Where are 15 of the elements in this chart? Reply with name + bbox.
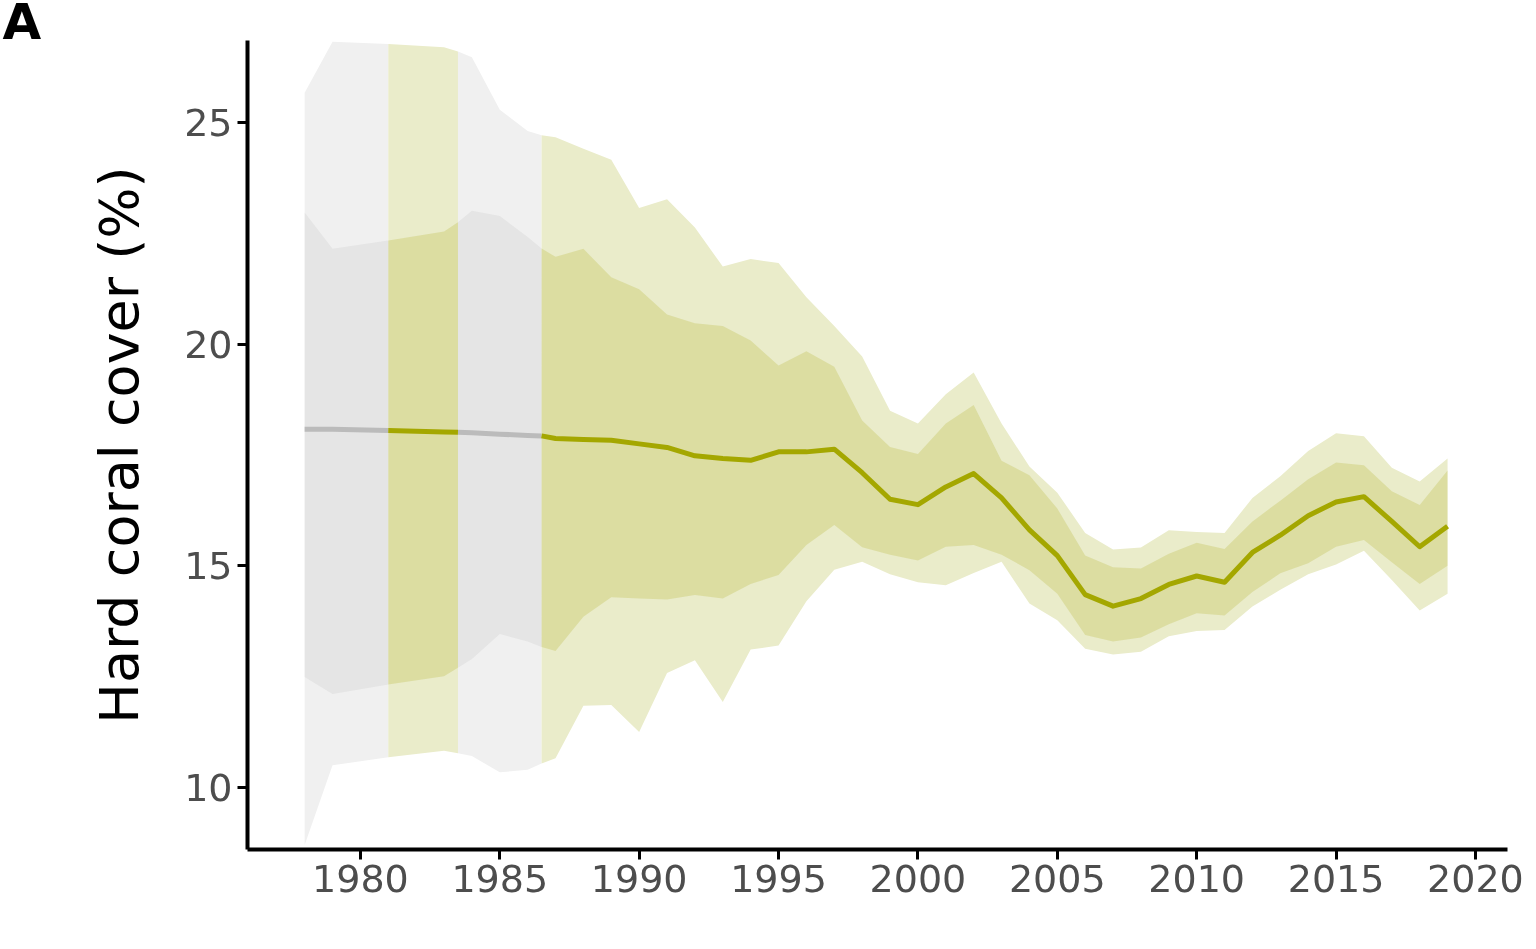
x-tick-label: 2010	[1148, 856, 1246, 901]
y-tick-label: 15	[184, 544, 233, 589]
x-tick-label: 1990	[590, 856, 688, 901]
y-axis-title: Hard coral cover (%)	[88, 166, 152, 724]
x-tick-label: 2005	[1008, 856, 1106, 901]
x-tick-label: 1980	[312, 856, 409, 901]
x-tick-label: 1995	[730, 856, 827, 901]
y-tick-label: 25	[184, 101, 233, 146]
x-tick-label: 2020	[1427, 856, 1524, 901]
x-tick-label: 1985	[451, 856, 549, 901]
y-tick-label: 10	[184, 765, 233, 810]
x-tick-label: 2015	[1287, 856, 1385, 901]
text: A	[2, 0, 42, 51]
x-tick-label: 2000	[869, 856, 967, 901]
y-tick-label: 20	[184, 322, 233, 367]
